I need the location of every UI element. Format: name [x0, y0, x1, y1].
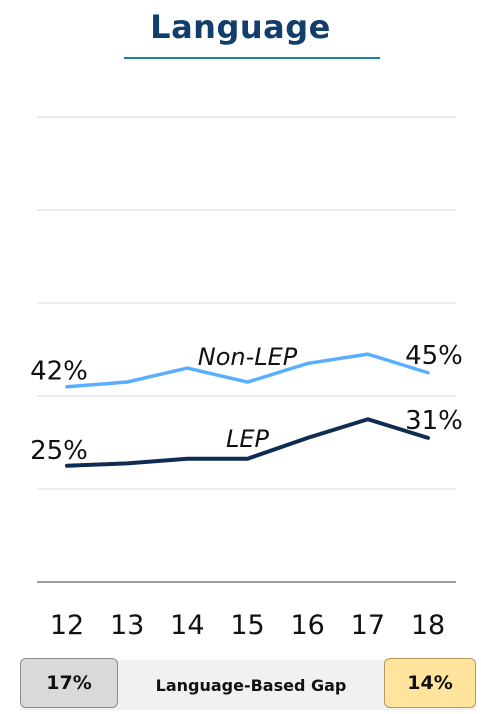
series-name-label: LEP [226, 425, 270, 453]
start-value-label: 25% [30, 436, 88, 466]
x-tick-label: 15 [230, 610, 264, 641]
series-name-label: Non-LEP [198, 343, 298, 371]
chart-title: Language [150, 8, 331, 46]
x-tick-label: 14 [170, 610, 204, 641]
x-tick-label: 18 [411, 610, 445, 641]
x-tick-label: 17 [351, 610, 385, 641]
line-chart: 12 13 14 15 16 17 18 Non-LEP 42% 45% LEP 25% 31% [30, 116, 463, 641]
x-tick-label: 12 [50, 610, 84, 641]
gap-end-badge: 14% [384, 658, 476, 708]
gap-label: Language-Based Gap [155, 675, 347, 695]
gap-start-badge: 17% [20, 658, 118, 708]
series-line [65, 352, 430, 389]
title-underline [124, 57, 380, 59]
start-value-label: 42% [30, 357, 88, 387]
x-tick-label: 13 [110, 610, 144, 641]
end-value-label: 31% [405, 406, 463, 436]
x-tick-label: 16 [290, 610, 324, 641]
end-value-label: 45% [405, 341, 463, 371]
series-line [65, 417, 430, 468]
